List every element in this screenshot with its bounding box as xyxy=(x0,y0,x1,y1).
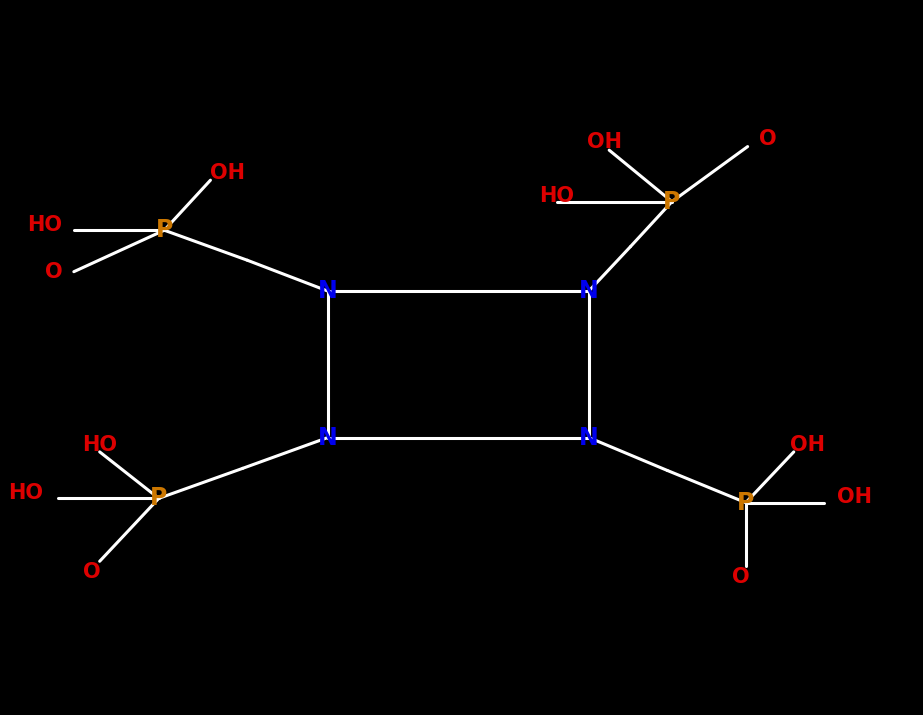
Text: HO: HO xyxy=(8,483,43,503)
Text: OH: OH xyxy=(790,435,825,455)
Text: N: N xyxy=(318,425,338,450)
Text: HO: HO xyxy=(27,214,62,235)
Text: HO: HO xyxy=(82,435,117,455)
Text: O: O xyxy=(44,262,63,282)
Text: P: P xyxy=(150,486,167,511)
Text: O: O xyxy=(732,567,750,587)
Text: O: O xyxy=(759,129,777,149)
Text: N: N xyxy=(579,425,599,450)
Text: HO: HO xyxy=(539,186,574,206)
Text: OH: OH xyxy=(837,487,872,507)
Text: P: P xyxy=(664,189,680,214)
Text: N: N xyxy=(579,279,599,303)
Text: OH: OH xyxy=(587,132,622,152)
Text: O: O xyxy=(83,562,102,582)
Text: P: P xyxy=(737,490,754,515)
Text: N: N xyxy=(318,279,338,303)
Text: OH: OH xyxy=(210,163,245,183)
Text: P: P xyxy=(156,218,173,242)
